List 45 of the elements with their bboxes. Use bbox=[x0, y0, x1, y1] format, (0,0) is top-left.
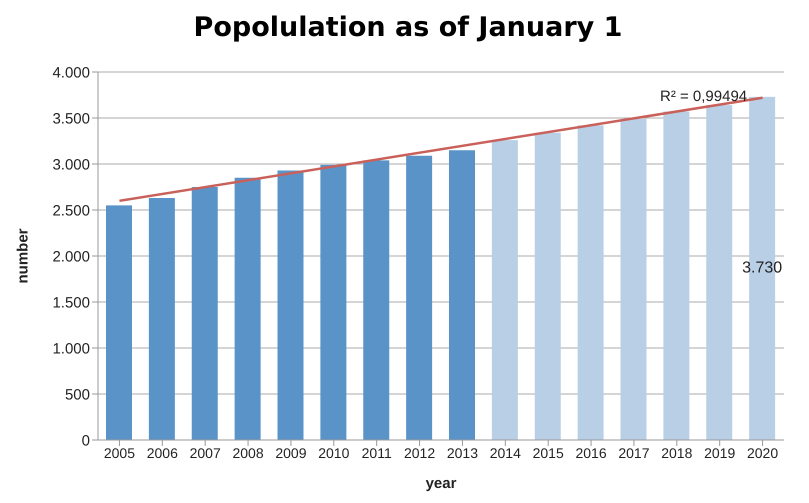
y-tick-label: 3.000 bbox=[52, 156, 90, 174]
bar bbox=[106, 205, 132, 440]
data-label: 3.730 bbox=[742, 260, 782, 277]
y-tick-label: 2.500 bbox=[52, 202, 90, 220]
x-tick-label: 2020 bbox=[746, 444, 778, 461]
x-tick-label: 2008 bbox=[232, 444, 264, 461]
annotation: R² = 0,99494 bbox=[660, 88, 748, 105]
x-tick-label: 2016 bbox=[575, 444, 607, 461]
y-tick-label: 0 bbox=[82, 432, 90, 450]
x-tick-label: 2019 bbox=[704, 444, 736, 461]
bar bbox=[363, 160, 390, 440]
x-tick-label: 2007 bbox=[190, 444, 221, 461]
x-tick-label: 2005 bbox=[104, 444, 136, 461]
x-tick-label: 2017 bbox=[618, 444, 650, 461]
bar bbox=[320, 164, 346, 440]
x-tick-label: 2012 bbox=[404, 444, 436, 461]
y-axis-title: number bbox=[14, 228, 32, 284]
y-tick-label: 500 bbox=[64, 386, 90, 404]
bar bbox=[706, 105, 732, 440]
x-tick-label: 2011 bbox=[362, 444, 392, 461]
x-tick-label: 2013 bbox=[446, 444, 478, 461]
y-tick-label: 3.500 bbox=[52, 110, 90, 128]
x-tick-label: 2014 bbox=[490, 444, 522, 461]
x-tick-label: 2009 bbox=[275, 444, 307, 461]
y-tick-label: 1.000 bbox=[52, 340, 90, 358]
x-tick-label: 2018 bbox=[661, 444, 693, 461]
bar bbox=[578, 125, 604, 440]
y-tick-label: 4.000 bbox=[52, 64, 90, 82]
x-tick-label: 2010 bbox=[318, 444, 350, 461]
bar bbox=[663, 112, 690, 440]
x-axis-title: year bbox=[426, 475, 457, 492]
bar bbox=[449, 150, 475, 440]
bar bbox=[148, 198, 175, 440]
bar bbox=[234, 178, 261, 440]
bar bbox=[192, 187, 218, 440]
chart-title: Popolulation as of January 1 bbox=[192, 11, 624, 45]
x-tick-label: 2015 bbox=[532, 444, 564, 461]
y-tick-label: 2.000 bbox=[52, 248, 90, 266]
bar bbox=[534, 132, 561, 440]
bar bbox=[492, 140, 518, 440]
bar bbox=[278, 170, 304, 440]
y-tick-label: 1.500 bbox=[52, 294, 90, 312]
bar bbox=[620, 118, 646, 440]
x-tick-label: 2006 bbox=[146, 444, 178, 461]
bar bbox=[406, 156, 432, 440]
